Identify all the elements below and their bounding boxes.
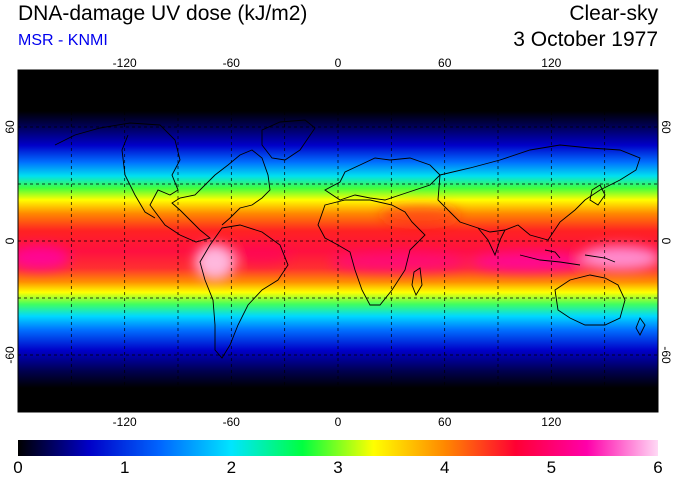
lon-label-top-e120: 120: [541, 56, 561, 70]
sky-condition: Clear-sky: [569, 2, 658, 25]
lon-label-top-w60: -60: [223, 56, 241, 70]
lon-label-bottom-w60: -60: [223, 415, 241, 429]
colorbar: [18, 440, 658, 456]
lon-label-bottom-e60: 60: [438, 415, 452, 429]
lat-label-left-neg60: -60: [3, 346, 17, 364]
lon-label-bottom-w120: -120: [113, 415, 137, 429]
lat-label-right-neg60: -60: [659, 346, 673, 364]
map-title: DNA-damage UV dose (kJ/m2): [18, 2, 308, 25]
colorbar-tick-2: 2: [226, 458, 237, 477]
colorbar-tick-5: 5: [546, 458, 557, 477]
coastlines: [54, 119, 646, 359]
lon-label-top-w120: -120: [113, 56, 137, 70]
colorbar-tick-1: 1: [119, 458, 130, 477]
lat-label-right-60: 60: [659, 120, 673, 134]
colorbar-tick-3: 3: [333, 458, 343, 477]
lat-label-left-0: 0: [3, 237, 17, 244]
lon-label-top-e60: 60: [438, 56, 452, 70]
lon-label-bottom-e120: 120: [541, 415, 561, 429]
map-source: MSR - KNMI: [18, 32, 108, 49]
lon-label-bottom-0: 0: [335, 415, 342, 429]
map-date: 3 October 1977: [513, 28, 658, 51]
colorbar-tick-6: 6: [653, 458, 663, 477]
lat-label-left-60: 60: [3, 120, 17, 134]
graticule: [18, 70, 658, 412]
colorbar-tick-0: 0: [13, 458, 23, 477]
lat-label-right-0: 0: [659, 238, 673, 245]
colorbar-tick-4: 4: [439, 458, 450, 477]
frame-scale-bars: [18, 70, 605, 412]
lon-label-top-0: 0: [335, 56, 342, 70]
